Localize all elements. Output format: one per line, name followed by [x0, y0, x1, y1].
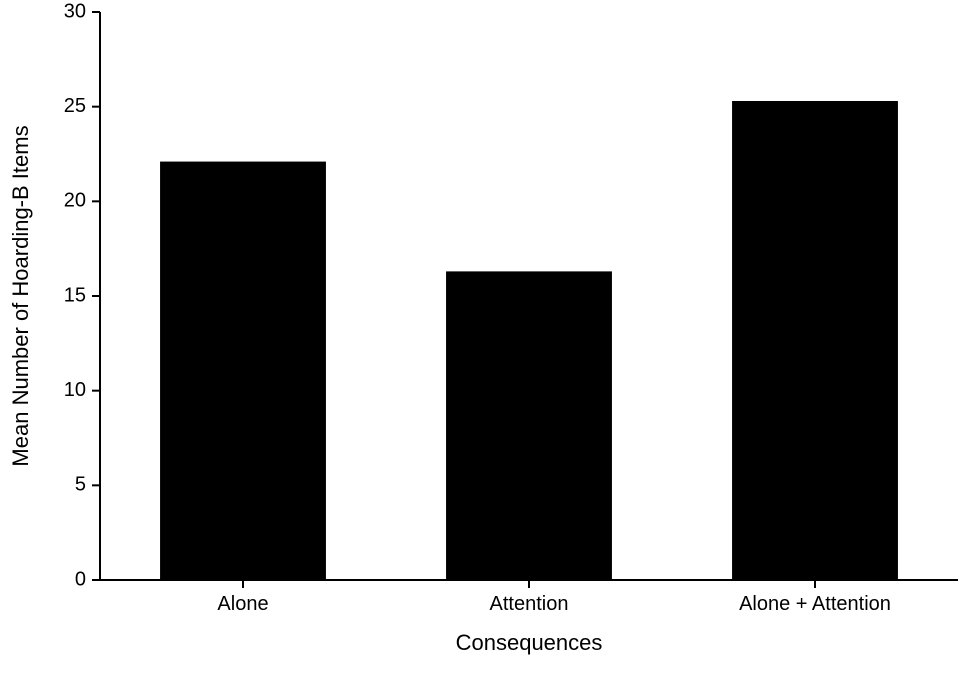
- y-axis-title: Mean Number of Hoarding-B Items: [8, 125, 33, 466]
- bar: [732, 101, 898, 580]
- y-tick-label: 5: [75, 474, 86, 496]
- y-tick-label: 10: [64, 379, 86, 401]
- chart-svg: 0 5 10 15 20 25 30 Alone Attention Alone + Atten…: [0, 0, 968, 676]
- y-tick-label: 25: [64, 95, 86, 117]
- x-labels-group: Alone Attention Alone + Attention: [217, 580, 890, 615]
- hoarding-bar-chart: 0 5 10 15 20 25 30 Alone Attention Alone + Atten…: [0, 0, 968, 676]
- y-tick-group: 0 5 10 15 20 25 30: [64, 0, 100, 590]
- x-axis-title: Consequences: [456, 630, 603, 655]
- y-tick-label: 20: [64, 190, 86, 212]
- x-category-label: Alone + Attention: [739, 593, 891, 615]
- y-tick-label: 30: [64, 0, 86, 22]
- x-category-label: Alone: [217, 593, 268, 615]
- x-category-label: Attention: [490, 593, 569, 615]
- bars-group: [160, 101, 898, 580]
- bar: [446, 271, 612, 580]
- y-tick-label: 0: [75, 568, 86, 590]
- y-tick-label: 15: [64, 284, 86, 306]
- bar: [160, 162, 326, 580]
